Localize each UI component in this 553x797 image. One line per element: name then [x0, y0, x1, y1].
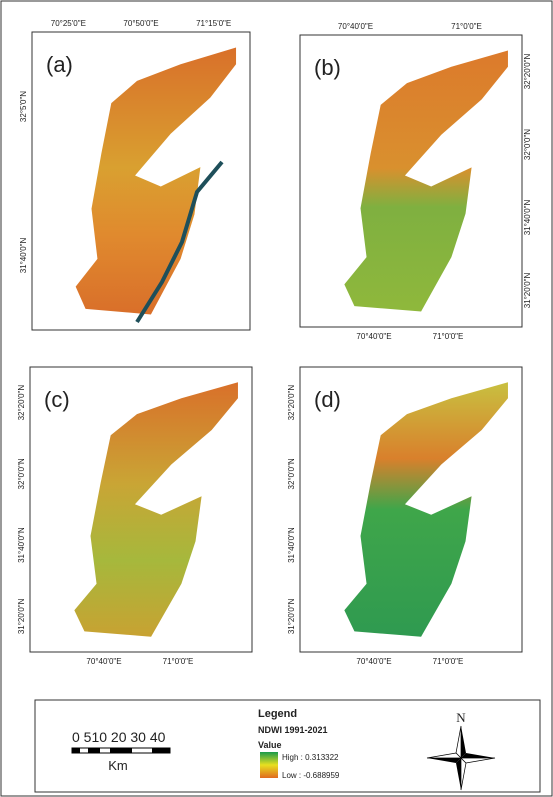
- panel-label: (a): [46, 52, 73, 77]
- left-coord-label: 32°0'0"N: [17, 458, 26, 489]
- map-panel: (a) 70°25'0"E 70°50'0"E 71°15'0"E 32°5'0"N 31…: [19, 19, 251, 331]
- left-coord-label: 31°40'0"N: [17, 527, 26, 563]
- left-coord-label: 32°0'0"N: [287, 458, 296, 489]
- river: [135, 160, 224, 324]
- north-arrow: [426, 725, 496, 791]
- panel-label: (d): [314, 387, 341, 412]
- legend-title: Legend: [258, 708, 297, 720]
- top-coord-label: 70°40'0"E: [338, 22, 373, 31]
- legend-box: 0 510 20 30 40 Km Legend NDWI 1991-2021 …: [34, 699, 541, 793]
- bottom-coord-label: 71°0'0"E: [163, 657, 194, 666]
- left-coord-label: 31°40'0"N: [19, 237, 28, 273]
- left-coord-label: 31°40'0"N: [287, 527, 296, 563]
- map-panel: (c) 70°40'0"E 71°0'0"E 32°20'0"N 32°0'0"N 31°…: [17, 366, 253, 666]
- right-coord-label: 31°40'0"N: [523, 199, 532, 235]
- panels: (a) 70°25'0"E 70°50'0"E 71°15'0"E 32°5'0"N 31…: [17, 19, 532, 666]
- right-coord-label: 32°20'0"N: [523, 53, 532, 89]
- legend-high: High : 0.313322: [282, 753, 339, 762]
- left-coord-label: 31°20'0"N: [17, 598, 26, 634]
- panel-label: (b): [314, 55, 341, 80]
- left-coord-label: 31°20'0"N: [287, 598, 296, 634]
- top-coord-label: 71°0'0"E: [451, 22, 482, 31]
- bottom-coord-label: 70°40'0"E: [86, 657, 121, 666]
- top-coord-label: 70°50'0"E: [123, 19, 158, 28]
- bottom-coord-label: 70°40'0"E: [356, 332, 391, 341]
- bottom-coord-label: 70°40'0"E: [356, 657, 391, 666]
- top-coord-label: 71°15'0"E: [196, 19, 231, 28]
- map-panel: (d) 70°40'0"E 71°0'0"E 32°20'0"N 32°0'0"N 31°…: [287, 366, 523, 666]
- left-coord-label: 32°5'0"N: [19, 91, 28, 122]
- right-coord-label: 32°0'0"N: [523, 129, 532, 160]
- bottom-coord-label: 71°0'0"E: [433, 332, 464, 341]
- scale-unit: Km: [108, 758, 128, 773]
- left-coord-label: 32°20'0"N: [287, 385, 296, 421]
- scale-bar: [71, 747, 171, 754]
- north-label: N: [456, 710, 466, 725]
- left-coord-label: 32°20'0"N: [17, 385, 26, 421]
- legend-layer: NDWI 1991-2021: [258, 725, 328, 735]
- top-coord-label: 70°25'0"E: [51, 19, 86, 28]
- right-coord-label: 31°20'0"N: [523, 272, 532, 308]
- legend-low: Low : -0.688959: [282, 771, 340, 780]
- map-panel: (b) 70°40'0"E 71°0'0"E 70°40'0"E 71°0'0"E 32°…: [299, 22, 532, 341]
- legend-swatch: [260, 752, 278, 778]
- scale-ticks: 0 510 20 30 40: [72, 729, 166, 745]
- legend-field: Value: [258, 740, 282, 750]
- bottom-coord-label: 71°0'0"E: [433, 657, 464, 666]
- panel-label: (c): [44, 387, 70, 412]
